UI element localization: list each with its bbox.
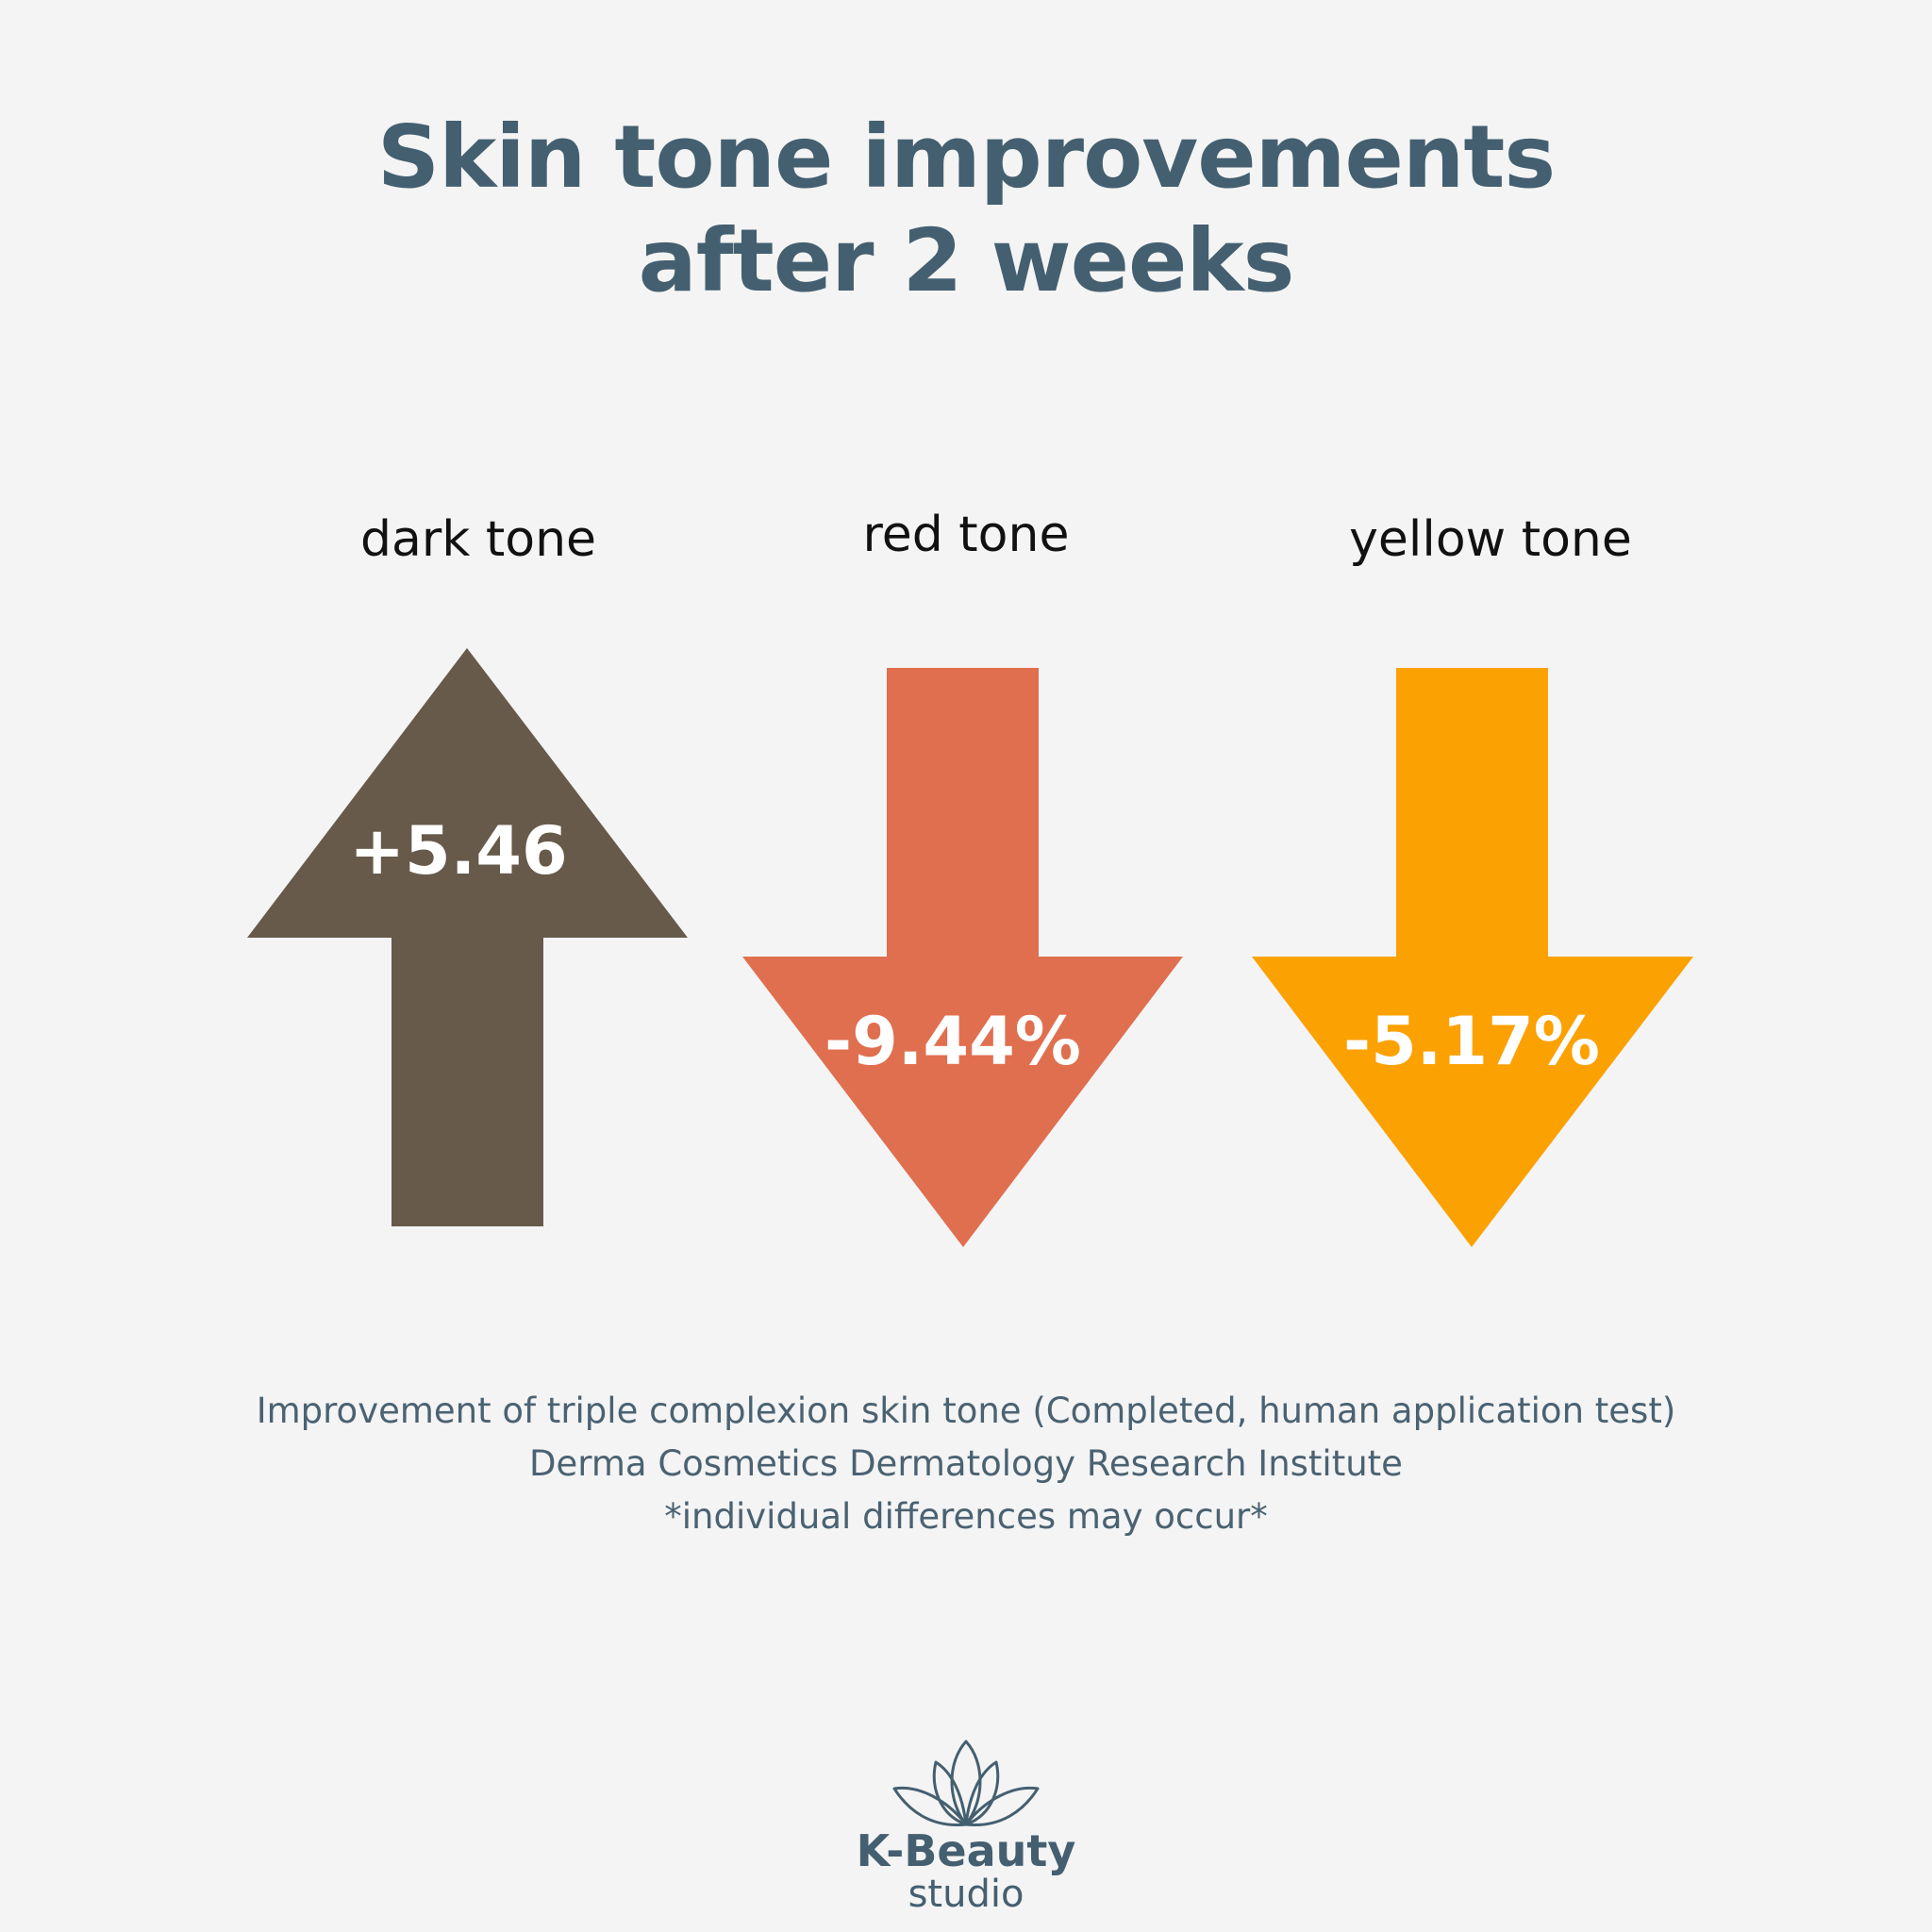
yellow-tone-value: -5.17%: [1343, 1003, 1600, 1080]
brand-name: K-Beauty: [856, 1825, 1076, 1876]
brand-subtitle: studio: [908, 1873, 1024, 1916]
title-line-2: after 2 weeks: [638, 210, 1295, 311]
title-line-1: Skin tone improvements: [376, 107, 1556, 208]
red-tone-down-arrow: [742, 668, 1183, 1247]
yellow-tone-down-arrow: [1252, 668, 1693, 1247]
study-notes: Improvement of triple complexion skin to…: [0, 1385, 1932, 1543]
dark-tone-up-arrow: [247, 648, 688, 1226]
page-title: Skin tone improvements after 2 weeks: [0, 106, 1932, 313]
lotus-icon: [892, 1740, 1040, 1827]
red-tone-value: -9.44%: [824, 1003, 1081, 1080]
red-tone-label: red tone: [862, 507, 1070, 563]
dark-tone-value: +5.46: [349, 812, 568, 890]
yellow-tone-label: yellow tone: [1349, 511, 1632, 568]
note-line-2: Derma Cosmetics Dermatology Research Ins…: [529, 1443, 1403, 1484]
note-line-1: Improvement of triple complexion skin to…: [256, 1391, 1676, 1431]
dark-tone-label: dark tone: [359, 511, 597, 568]
note-line-3: *individual differences may occur*: [664, 1496, 1268, 1537]
